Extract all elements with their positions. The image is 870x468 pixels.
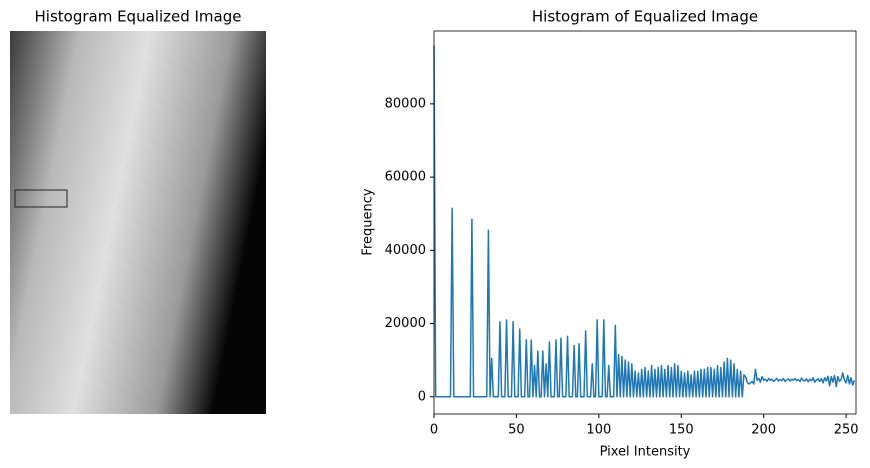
plot-area: 0 50 100 150 200 250 0 20000 40000 60000 80000 xyxy=(385,45,859,438)
image-box xyxy=(14,189,68,208)
chart-title: Histogram of Equalized Image xyxy=(532,8,758,26)
x-tick-label: 250 xyxy=(834,423,859,438)
equalized-image xyxy=(10,31,266,414)
y-tick-label: 60000 xyxy=(385,170,426,185)
x-axis-label: Pixel Intensity xyxy=(600,445,691,460)
y-tick-label: 40000 xyxy=(385,243,426,258)
y-axis-label: Frequency xyxy=(361,188,376,255)
axes-frame xyxy=(433,30,857,415)
y-tick-label: 80000 xyxy=(385,96,426,111)
x-tick-label: 100 xyxy=(586,423,611,438)
image-title: Histogram Equalized Image xyxy=(35,8,242,26)
x-tick-label: 0 xyxy=(430,423,438,438)
histogram-line xyxy=(433,45,856,398)
y-tick-label: 20000 xyxy=(385,316,426,331)
x-tick-label: 50 xyxy=(508,423,525,438)
y-tick-label: 0 xyxy=(418,389,426,404)
x-tick-label: 150 xyxy=(669,423,694,438)
x-tick-label: 200 xyxy=(751,423,776,438)
